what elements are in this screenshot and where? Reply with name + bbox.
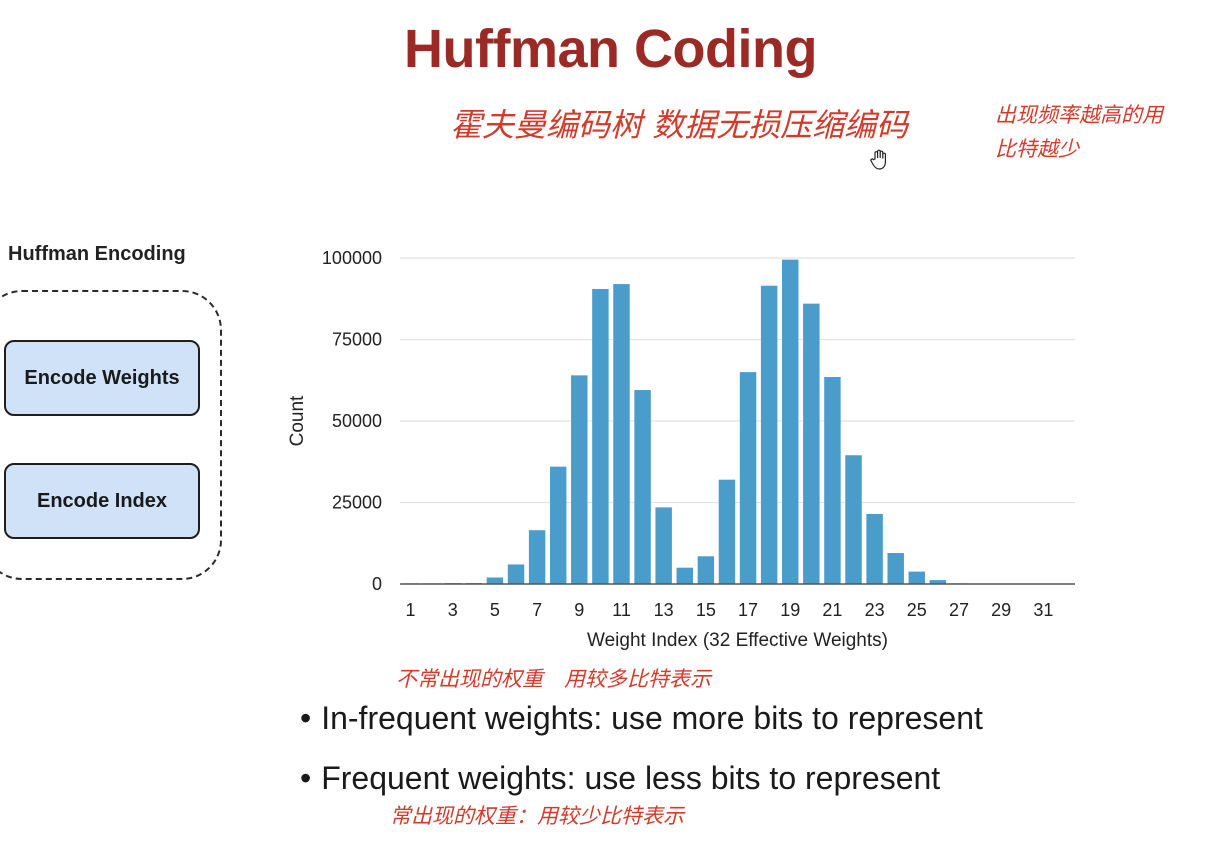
bullet-frequent: • Frequent weights: use less bits to repr… <box>300 760 940 797</box>
encode-weights-box: Encode Weights <box>4 340 200 416</box>
hand-cursor-icon <box>870 149 886 170</box>
chart-gridlines <box>400 257 1075 504</box>
y-tick-label: 25000 <box>332 493 382 513</box>
handwritten-title-note: 霍夫曼编码树 数据无损压缩编码 <box>450 106 909 144</box>
bar-weight-5 <box>486 577 504 584</box>
handwritten-infrequent-note: 不常出现的权重 用较多比特表示 <box>396 667 711 691</box>
side-note-line1: 出现频率越高的用 <box>995 103 1163 127</box>
bar-weight-16 <box>718 479 736 584</box>
y-tick-label: 100000 <box>322 248 382 268</box>
bar-weight-23 <box>866 513 883 584</box>
chart-bars <box>402 259 1073 585</box>
x-tick-label: 21 <box>822 600 842 620</box>
x-tick-label: 13 <box>654 600 674 620</box>
bar-weight-26 <box>929 580 947 584</box>
x-tick-label: 1 <box>406 600 416 620</box>
bar-weight-17 <box>739 372 757 584</box>
bar-weight-20 <box>803 303 820 584</box>
bullet-dot: • <box>300 760 312 796</box>
bar-weight-7 <box>528 530 546 584</box>
x-tick-label: 17 <box>738 600 758 620</box>
bar-weight-18 <box>760 285 778 584</box>
x-tick-label: 23 <box>865 600 885 620</box>
bar-weight-11 <box>613 284 630 584</box>
x-tick-label: 25 <box>907 600 927 620</box>
bar-weight-15 <box>697 556 715 584</box>
y-tick-label: 0 <box>372 574 382 594</box>
bar-weight-12 <box>634 390 651 584</box>
x-tick-label: 7 <box>532 600 542 620</box>
bar-weight-14 <box>676 567 693 584</box>
x-tick-label: 19 <box>780 600 800 620</box>
bar-weight-10 <box>592 288 609 584</box>
bar-weight-19 <box>782 259 799 584</box>
bar-weight-9 <box>571 375 588 584</box>
x-tick-label: 5 <box>490 600 500 620</box>
handwritten-frequent-note: 常出现的权重：用较少比特表示 <box>390 804 684 828</box>
encode-index-box: Encode Index <box>4 463 200 539</box>
x-tick-label: 3 <box>448 600 458 620</box>
huffman-encoding-label: Huffman Encoding <box>8 243 186 265</box>
y-tick-label: 50000 <box>332 411 382 431</box>
x-tick-label: 27 <box>949 600 969 620</box>
bar-weight-24 <box>887 553 904 584</box>
x-tick-label: 15 <box>696 600 716 620</box>
bar-weight-21 <box>824 376 841 584</box>
bar-weight-13 <box>655 507 672 584</box>
bullet-text: Frequent weights: use less bits to repre… <box>321 760 941 796</box>
encoding-group-box <box>0 290 222 580</box>
x-axis-label: Weight Index (32 Effective Weights) <box>587 630 888 651</box>
handwritten-side-note: 出现频率越高的用 比特越少 <box>995 98 1163 166</box>
bar-weight-22 <box>845 455 862 584</box>
bullet-dot: • <box>300 700 312 736</box>
y-tick-label: 75000 <box>332 330 382 350</box>
bar-weight-25 <box>908 571 926 584</box>
x-tick-label: 29 <box>991 600 1011 620</box>
bullet-infrequent: • In-frequent weights: use more bits to r… <box>300 700 983 737</box>
x-tick-label: 11 <box>612 600 631 620</box>
x-tick-labels: 1 3 5 7 9 11 13 15 17 19 21 23 25 27 29 31 <box>406 600 1054 620</box>
x-tick-label: 9 <box>574 600 584 620</box>
bar-weight-8 <box>549 466 567 584</box>
x-tick-label: 31 <box>1033 600 1053 620</box>
y-axis-label: Count <box>287 395 308 446</box>
side-note-line2: 比特越少 <box>995 137 1079 161</box>
y-tick-labels: 0 25000 50000 75000 100000 <box>322 248 382 594</box>
slide-title: Huffman Coding <box>404 19 817 79</box>
bar-weight-6 <box>507 564 525 584</box>
bullet-text: In-frequent weights: use more bits to re… <box>321 700 983 736</box>
